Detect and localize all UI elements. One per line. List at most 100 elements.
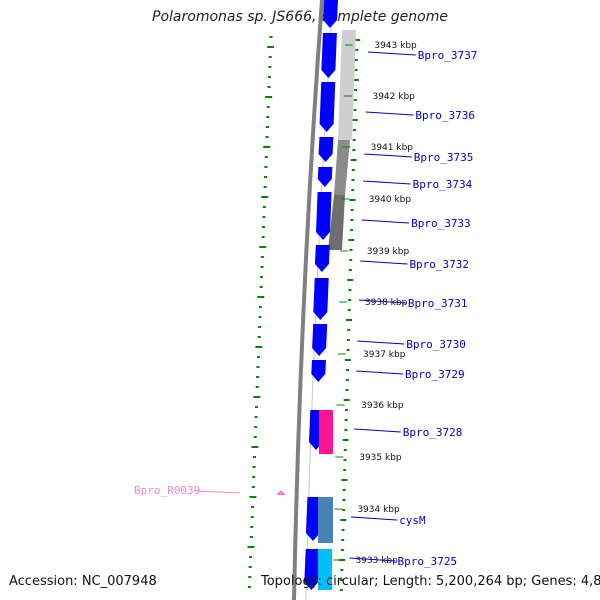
gc-dot-left — [263, 146, 271, 148]
gc-dot-left — [248, 566, 252, 568]
gc-dot-left — [249, 536, 253, 538]
gc-dot-right — [344, 429, 348, 431]
gc-dot-right — [347, 329, 351, 331]
gc-dot-right — [346, 319, 352, 321]
gc-dot-right — [343, 459, 347, 461]
gc-dot-right — [349, 259, 353, 261]
cds-arrow — [321, 33, 337, 78]
gc-dot-right — [351, 179, 355, 181]
gc-dot-right — [342, 499, 346, 501]
gc-dot-right — [348, 239, 355, 241]
shade-block-mid — [334, 140, 350, 195]
steelblue-block — [318, 497, 333, 543]
cds-arrow — [311, 360, 326, 382]
gc-dot-right — [341, 539, 345, 541]
gene-label: Bpro_3736 — [415, 109, 475, 122]
gc-dot-right — [350, 209, 354, 211]
rna-label: Bpro_R0039 — [134, 484, 200, 497]
gc-dot-left — [252, 466, 256, 468]
shade-block-light — [338, 30, 356, 140]
tick-label: 3937 kbp — [363, 350, 406, 360]
gc-dot-right — [340, 569, 344, 571]
gene-label: Bpro_3737 — [418, 49, 478, 62]
cds-arrow — [304, 549, 320, 590]
gc-dot-left — [250, 526, 254, 528]
gc-dot-right — [354, 39, 360, 41]
gc-dot-right — [351, 169, 355, 171]
gc-dot-left — [260, 256, 264, 258]
gc-dot-left — [268, 66, 272, 68]
gc-dot-left — [248, 576, 252, 578]
gc-dot-right — [343, 399, 350, 401]
gc-dot-left — [257, 336, 261, 338]
gc-dot-left — [254, 426, 258, 428]
gc-dots-right — [339, 39, 360, 591]
label-leader-line — [357, 340, 405, 345]
topology-line: Topology: circular Length: 5,200,264 bp Ge… — [261, 574, 600, 589]
gc-dot-left — [247, 546, 255, 548]
gc-dots-left — [247, 36, 275, 588]
gc-dot-right — [342, 509, 346, 511]
gc-dot-left — [265, 126, 269, 128]
gc-dot-right — [340, 549, 344, 551]
gc-dot-right — [344, 409, 348, 411]
gc-dot-right — [344, 419, 348, 421]
tick-marks: 3943 kbp 3942 kbp 3941 kbp 3940 kbp 3939 kbp… — [332, 41, 417, 566]
gc-dot-left — [251, 446, 259, 448]
gc-dot-right — [345, 379, 349, 381]
gc-dot-right — [343, 469, 347, 471]
gc-dot-left — [267, 86, 271, 88]
cds-arrow — [312, 324, 328, 356]
gc-dot-right — [344, 359, 351, 361]
gc-dot-right — [347, 309, 351, 311]
gc-dot-right — [352, 129, 356, 131]
gc-dot-right — [343, 449, 347, 451]
label-leader-line — [354, 428, 401, 433]
gc-dot-right — [352, 79, 359, 81]
label-leader-line — [350, 516, 398, 521]
cds-arrow — [316, 192, 332, 240]
cds-arrow — [313, 278, 329, 320]
gc-dot-left — [251, 486, 255, 488]
tick-label: 3939 kbp — [367, 247, 410, 257]
gc-dot-left — [266, 106, 270, 108]
gc-dot-right — [345, 389, 349, 391]
shade-block-dark — [328, 195, 345, 250]
gene-label: Bpro_3734 — [413, 178, 473, 191]
cds-arrow — [323, 0, 338, 28]
gc-dot-left — [253, 436, 257, 438]
gene-label: cysM — [399, 514, 426, 527]
gc-dot-right — [339, 559, 346, 561]
gene-label: Bpro_3729 — [405, 368, 465, 381]
gc-dot-left — [259, 246, 267, 248]
gc-dot-left — [250, 516, 254, 518]
gc-dot-left — [249, 556, 253, 558]
gc-dot-right — [340, 519, 347, 521]
gc-dot-left — [254, 406, 258, 408]
gc-dot-left — [252, 476, 256, 478]
gc-dot-left — [261, 236, 265, 238]
cds-arrow — [314, 245, 330, 272]
gene-label: Bpro_3735 — [414, 151, 474, 164]
gc-dot-right — [347, 279, 354, 281]
label-leader-line — [349, 557, 396, 562]
gc-dot-left — [256, 366, 260, 368]
label-leader-line — [364, 153, 412, 158]
gc-dot-left — [255, 386, 259, 388]
topology-text: Topology: circular — [261, 574, 375, 589]
gc-dot-left — [263, 186, 267, 188]
gc-dot-right — [348, 269, 352, 271]
gc-dot-left — [251, 506, 255, 508]
tick-label: 3938 kbp — [365, 298, 408, 308]
tick-label: 3943 kbp — [374, 41, 417, 51]
gc-dot-right — [350, 229, 354, 231]
gc-dot-right — [350, 219, 354, 221]
gc-dot-left — [264, 176, 267, 178]
gc-dot-right — [346, 349, 350, 351]
gc-dot-left — [253, 456, 256, 458]
gc-dot-right — [351, 119, 358, 121]
label-leader-line — [360, 260, 408, 265]
gene-label: Bpro_3732 — [409, 258, 469, 271]
gc-dot-left — [262, 226, 266, 228]
